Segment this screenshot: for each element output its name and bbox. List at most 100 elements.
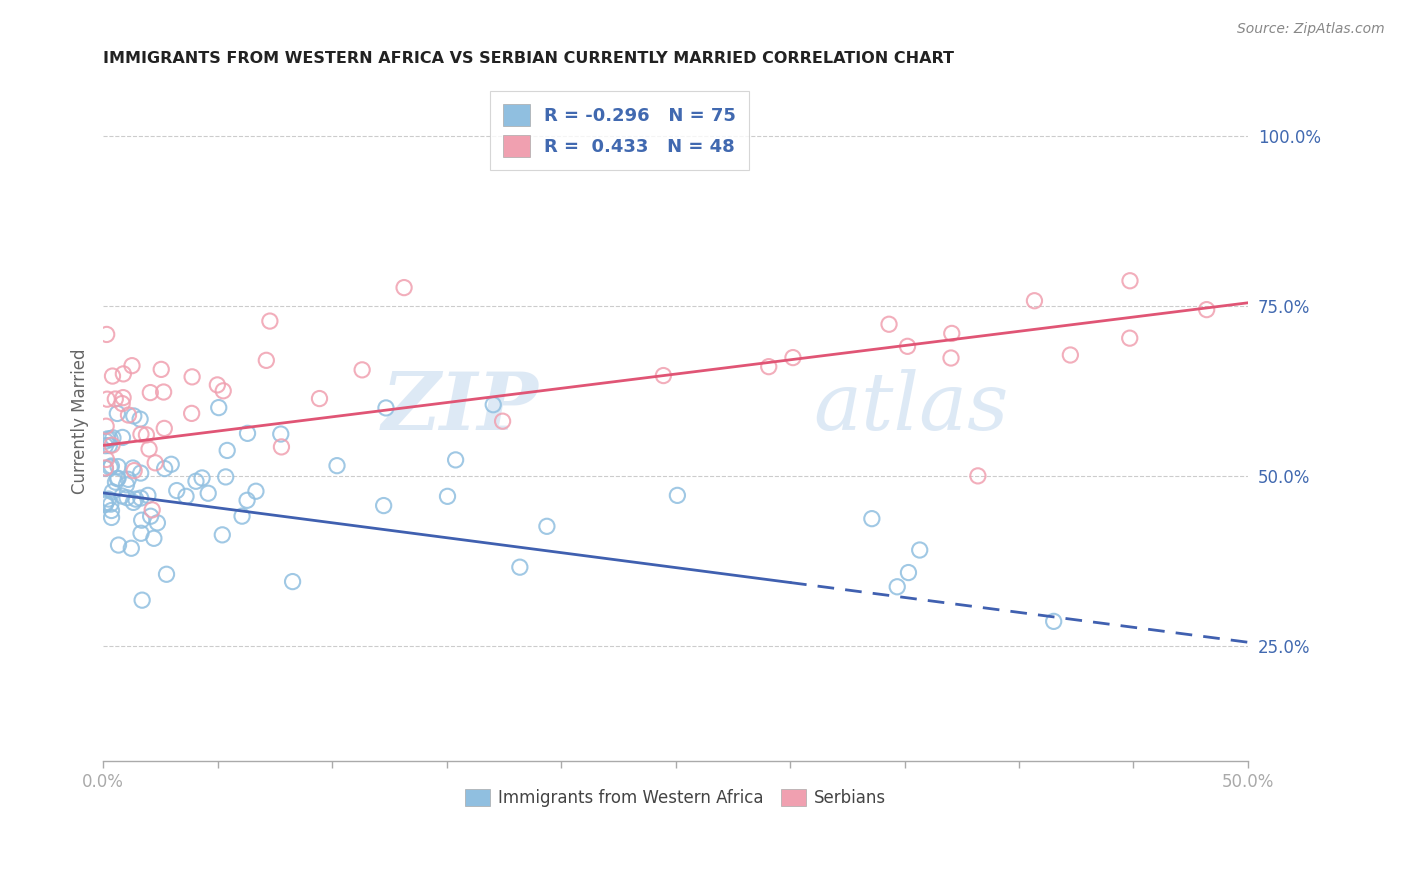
Point: [150, 362, 173, 376]
Point: [666, 488, 689, 502]
Point: [207, 378, 229, 392]
Point: [212, 384, 235, 398]
Point: [482, 398, 505, 412]
Point: [111, 489, 134, 503]
Point: [967, 468, 990, 483]
Point: [1119, 331, 1142, 345]
Legend: Immigrants from Western Africa, Serbians: Immigrants from Western Africa, Serbians: [458, 782, 893, 814]
Point: [308, 392, 330, 406]
Text: IMMIGRANTS FROM WESTERN AFRICA VS SERBIAN CURRENTLY MARRIED CORRELATION CHART: IMMIGRANTS FROM WESTERN AFRICA VS SERBIA…: [103, 51, 955, 66]
Point: [141, 503, 163, 517]
Point: [100, 497, 122, 511]
Point: [107, 459, 129, 474]
Point: [104, 475, 127, 490]
Point: [153, 421, 176, 435]
Point: [131, 593, 153, 607]
Point: [231, 509, 253, 524]
Point: [444, 453, 467, 467]
Point: [208, 401, 231, 415]
Point: [112, 391, 135, 405]
Point: [129, 466, 152, 480]
Point: [491, 414, 513, 428]
Point: [94, 434, 117, 449]
Point: [94, 461, 117, 475]
Point: [129, 412, 152, 426]
Text: ZIP: ZIP: [381, 369, 538, 447]
Point: [155, 567, 177, 582]
Point: [215, 470, 238, 484]
Point: [117, 408, 139, 422]
Point: [259, 314, 281, 328]
Point: [94, 419, 117, 434]
Point: [120, 541, 142, 556]
Point: [254, 353, 277, 368]
Point: [509, 560, 531, 574]
Point: [217, 443, 239, 458]
Point: [96, 392, 118, 407]
Point: [115, 478, 138, 492]
Point: [122, 495, 145, 509]
Point: [94, 496, 117, 510]
Point: [536, 519, 558, 533]
Point: [96, 452, 118, 467]
Point: [111, 430, 134, 444]
Point: [96, 432, 118, 446]
Point: [180, 406, 202, 420]
Point: [236, 426, 259, 441]
Point: [758, 359, 780, 374]
Point: [115, 491, 138, 505]
Point: [896, 339, 918, 353]
Point: [939, 351, 962, 365]
Point: [146, 516, 169, 530]
Point: [98, 432, 121, 446]
Point: [94, 497, 117, 511]
Point: [270, 427, 292, 442]
Point: [191, 471, 214, 485]
Point: [122, 464, 145, 478]
Point: [174, 489, 197, 503]
Point: [184, 475, 207, 489]
Point: [197, 486, 219, 500]
Point: [1195, 302, 1218, 317]
Point: [97, 492, 120, 507]
Y-axis label: Currently Married: Currently Married: [72, 349, 89, 494]
Point: [100, 510, 122, 524]
Point: [245, 484, 267, 499]
Point: [886, 580, 908, 594]
Point: [138, 442, 160, 456]
Point: [160, 458, 183, 472]
Point: [105, 472, 128, 486]
Point: [98, 439, 121, 453]
Point: [122, 409, 145, 423]
Point: [100, 458, 122, 473]
Point: [101, 484, 124, 499]
Point: [107, 538, 129, 552]
Point: [877, 318, 900, 332]
Point: [94, 439, 117, 453]
Text: Source: ZipAtlas.com: Source: ZipAtlas.com: [1237, 22, 1385, 37]
Point: [139, 509, 162, 524]
Point: [860, 511, 883, 525]
Point: [375, 401, 398, 415]
Point: [326, 458, 349, 473]
Point: [104, 392, 127, 406]
Point: [236, 493, 259, 508]
Point: [105, 407, 128, 421]
Point: [1059, 348, 1081, 362]
Point: [98, 460, 121, 475]
Point: [135, 428, 157, 442]
Point: [436, 489, 458, 503]
Point: [153, 461, 176, 475]
Point: [166, 483, 188, 498]
Point: [139, 385, 162, 400]
Point: [1042, 615, 1064, 629]
Point: [908, 543, 931, 558]
Point: [1024, 293, 1046, 308]
Point: [96, 327, 118, 342]
Point: [211, 528, 233, 542]
Point: [101, 369, 124, 384]
Point: [94, 461, 117, 475]
Point: [152, 384, 174, 399]
Point: [107, 471, 129, 485]
Point: [111, 396, 134, 410]
